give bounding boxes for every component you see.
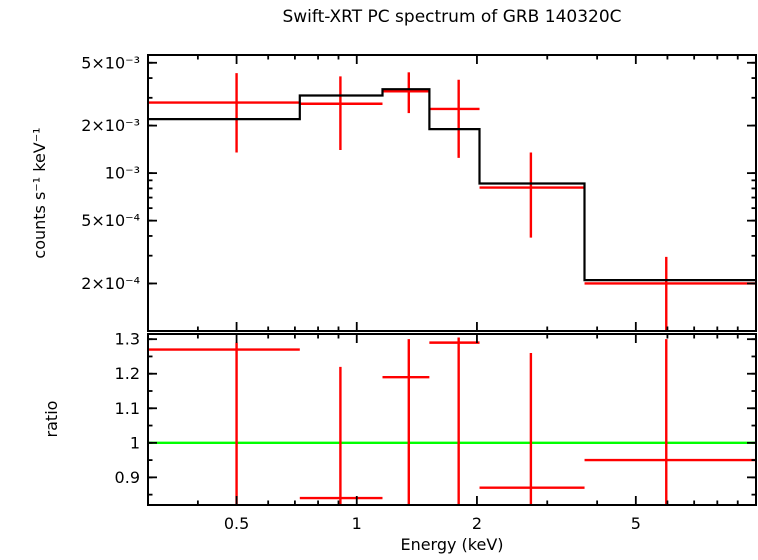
data-to-model-ratio-errorbars (148, 337, 756, 505)
counts-y-axis-label: counts s⁻¹ keV⁻¹ (30, 127, 49, 258)
ratio-y-tick-label: 1.3 (115, 330, 140, 349)
spectrum-ticks (148, 55, 756, 331)
ratio-y-tick-label: 1.2 (115, 364, 140, 383)
ratio-y-tick-label: 1 (130, 433, 140, 452)
observed-counts-errorbars (148, 72, 756, 331)
x-tick-label: 5 (631, 514, 641, 533)
model-step-line (148, 88, 756, 282)
x-tick-label: 1 (352, 514, 362, 533)
spectrum-frame (147, 54, 757, 332)
ratio-content (148, 337, 756, 505)
panels-group: 5×10⁻³ 2×10⁻³ 10⁻³ 5×10⁻⁴ 2×10⁻⁴ 1.3 1.2 1.1 1 0.… (81, 53, 757, 533)
spectrum-y-tick-label: 2×10⁻⁴ (81, 274, 140, 293)
ratio-y-tick-label: 0.9 (115, 468, 140, 487)
x-tick-label: 0.5 (224, 514, 249, 533)
ratio-ticks (148, 334, 756, 505)
x-tick-label: 2 (472, 514, 482, 533)
spectrum-y-tick-label: 2×10⁻³ (81, 116, 140, 135)
ratio-y-tick-label: 1.1 (115, 399, 140, 418)
ratio-frame (147, 333, 757, 506)
energy-x-axis-label: Energy (keV) (400, 535, 503, 554)
plot-title: Swift-XRT PC spectrum of GRB 140320C (282, 7, 621, 27)
spectrum-y-tick-label: 5×10⁻⁴ (81, 211, 140, 230)
spectrum-y-tick-label: 5×10⁻³ (81, 53, 140, 72)
spectrum-content (148, 72, 756, 331)
ratio-y-axis-label: ratio (42, 401, 61, 438)
spectrum-y-tick-label: 10⁻³ (105, 164, 140, 183)
